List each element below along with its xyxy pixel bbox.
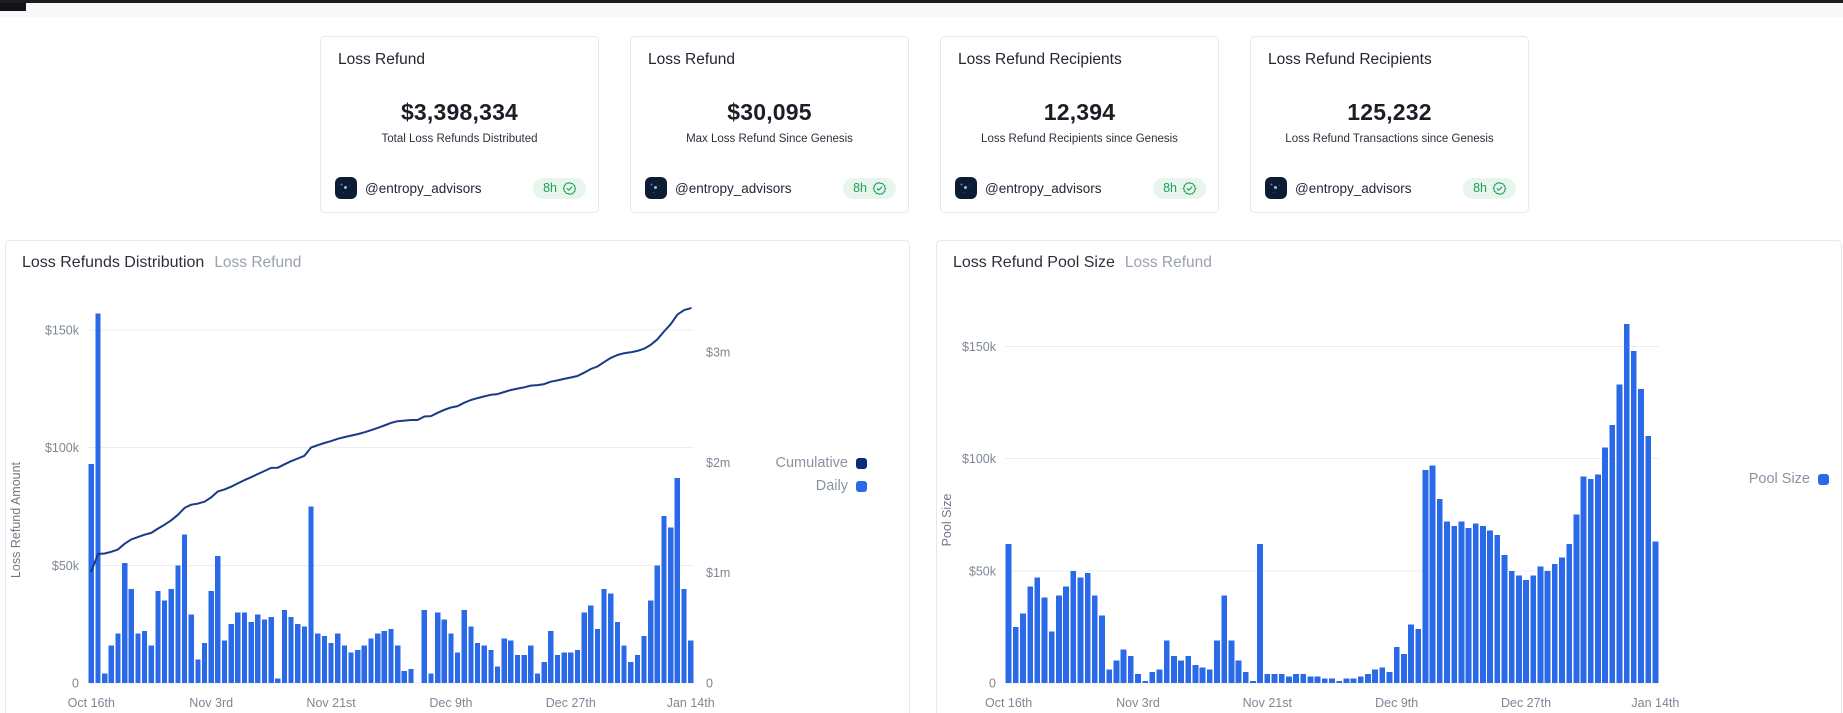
verified-icon [1182,181,1197,195]
freshness-text: 8h [853,181,867,195]
svg-text:$3m: $3m [706,346,730,360]
card-footer: @entropy_advisors 8h [1265,175,1516,201]
chart-subtitle: Loss Refund [1124,254,1212,271]
entropy-avatar-icon [955,177,977,199]
freshness-text: 8h [543,181,557,195]
svg-text:0: 0 [989,677,996,691]
entropy-avatar-icon [645,177,667,199]
freshness-text: 8h [1473,181,1487,195]
stat-card-refund-recipients: Loss Refund Recipients 12,394 Loss Refun… [940,36,1219,213]
svg-text:$100k: $100k [962,452,997,466]
pool-size-chart[interactable]: 0 $50k $100k $150k Oct 16th Nov 3rd Nov 21st De… [937,281,1837,713]
svg-text:$150k: $150k [45,324,80,338]
svg-text:0: 0 [706,677,713,691]
svg-text:Jan 14th: Jan 14th [667,696,715,710]
source-handle-link[interactable]: @entropy_advisors [1295,180,1412,196]
verified-icon [872,181,887,195]
stat-card-total-loss-refunds: Loss Refund $3,398,334 Total Loss Refund… [320,36,599,213]
chart-subtitle: Loss Refund [214,254,302,271]
verified-icon [1492,181,1507,195]
stat-cards-row: Loss Refund $3,398,334 Total Loss Refund… [320,36,1529,213]
svg-text:$150k: $150k [962,340,997,354]
svg-text:Pool Size: Pool Size [940,494,954,547]
card-description: Max Loss Refund Since Genesis [686,133,853,145]
svg-text:$2m: $2m [706,456,730,470]
chart-title: Loss Refund Pool Size [953,254,1115,271]
card-title: Loss Refund Recipients [958,51,1122,68]
svg-text:Nov 21st: Nov 21st [306,696,356,710]
chart-panel-loss-refunds-distribution: Loss Refunds Distribution Loss Refund 0 $… [5,240,910,713]
svg-text:Nov 21st: Nov 21st [1243,696,1293,710]
svg-text:$50k: $50k [969,564,997,578]
svg-text:$100k: $100k [45,441,80,455]
freshness-text: 8h [1163,181,1177,195]
legend-swatch [856,457,867,469]
svg-text:Oct 16th: Oct 16th [985,696,1032,710]
card-description: Loss Refund Recipients since Genesis [981,133,1178,145]
stat-card-refund-transactions: Loss Refund Recipients 125,232 Loss Refu… [1250,36,1529,213]
chart-title: Loss Refunds Distribution [22,254,205,271]
loss-refunds-distribution-chart[interactable]: 0 $50k $100k $150k 0 $1m $2m $3m Oct 16th Nov 3rd… [6,281,886,713]
freshness-badge: 8h [533,177,586,199]
card-description: Total Loss Refunds Distributed [381,133,538,145]
entropy-avatar-icon [335,177,357,199]
svg-text:Loss Refund Amount: Loss Refund Amount [9,461,23,578]
legend-swatch [1818,473,1829,485]
svg-text:0: 0 [72,677,79,691]
card-value: 125,232 [1347,99,1432,125]
freshness-badge: 8h [1463,177,1516,199]
svg-text:$1m: $1m [706,566,730,580]
legend-label: Cumulative [775,455,848,471]
freshness-badge: 8h [1153,177,1206,199]
verified-icon [562,181,577,195]
stat-card-max-loss-refund: Loss Refund $30,095 Max Loss Refund Sinc… [630,36,909,213]
card-value: $30,095 [727,99,812,125]
source-handle-link[interactable]: @entropy_advisors [675,180,792,196]
entropy-avatar-icon [1265,177,1287,199]
chart-legend: Cumulative Daily [775,455,867,494]
svg-text:Dec 9th: Dec 9th [1375,696,1418,710]
freshness-badge: 8h [843,177,896,199]
svg-text:Dec 9th: Dec 9th [429,696,472,710]
legend-label: Daily [815,478,848,494]
card-title: Loss Refund Recipients [1268,51,1432,68]
source-handle-link[interactable]: @entropy_advisors [365,180,482,196]
source-handle-link[interactable]: @entropy_advisors [985,180,1102,196]
svg-text:$50k: $50k [52,559,80,573]
svg-text:Nov 3rd: Nov 3rd [1116,696,1160,710]
top-strip-notch [0,3,26,11]
legend-swatch [856,480,867,492]
svg-text:Dec 27th: Dec 27th [546,696,596,710]
legend-label: Pool Size [1748,471,1810,487]
card-footer: @entropy_advisors 8h [335,175,586,201]
card-value: $3,398,334 [400,99,519,125]
legend-item-pool-size[interactable]: Pool Size [1749,471,1829,487]
card-footer: @entropy_advisors 8h [645,175,896,201]
svg-text:Jan 14th: Jan 14th [1631,696,1679,710]
svg-text:Oct 16th: Oct 16th [68,696,115,710]
chart-panel-pool-size: Loss Refund Pool Size Loss Refund 0 $50k $… [936,240,1842,713]
card-value: 12,394 [1043,99,1116,125]
svg-text:Dec 27th: Dec 27th [1501,696,1551,710]
card-title: Loss Refund [648,51,736,68]
legend-item-daily[interactable]: Daily [816,478,867,494]
chart-legend: Pool Size [1749,471,1829,487]
card-footer: @entropy_advisors 8h [955,175,1206,201]
svg-text:Nov 3rd: Nov 3rd [189,696,233,710]
legend-item-cumulative[interactable]: Cumulative [775,455,867,471]
top-strip [0,0,1843,17]
card-title: Loss Refund [338,51,426,68]
card-description: Loss Refund Transactions since Genesis [1285,133,1494,145]
